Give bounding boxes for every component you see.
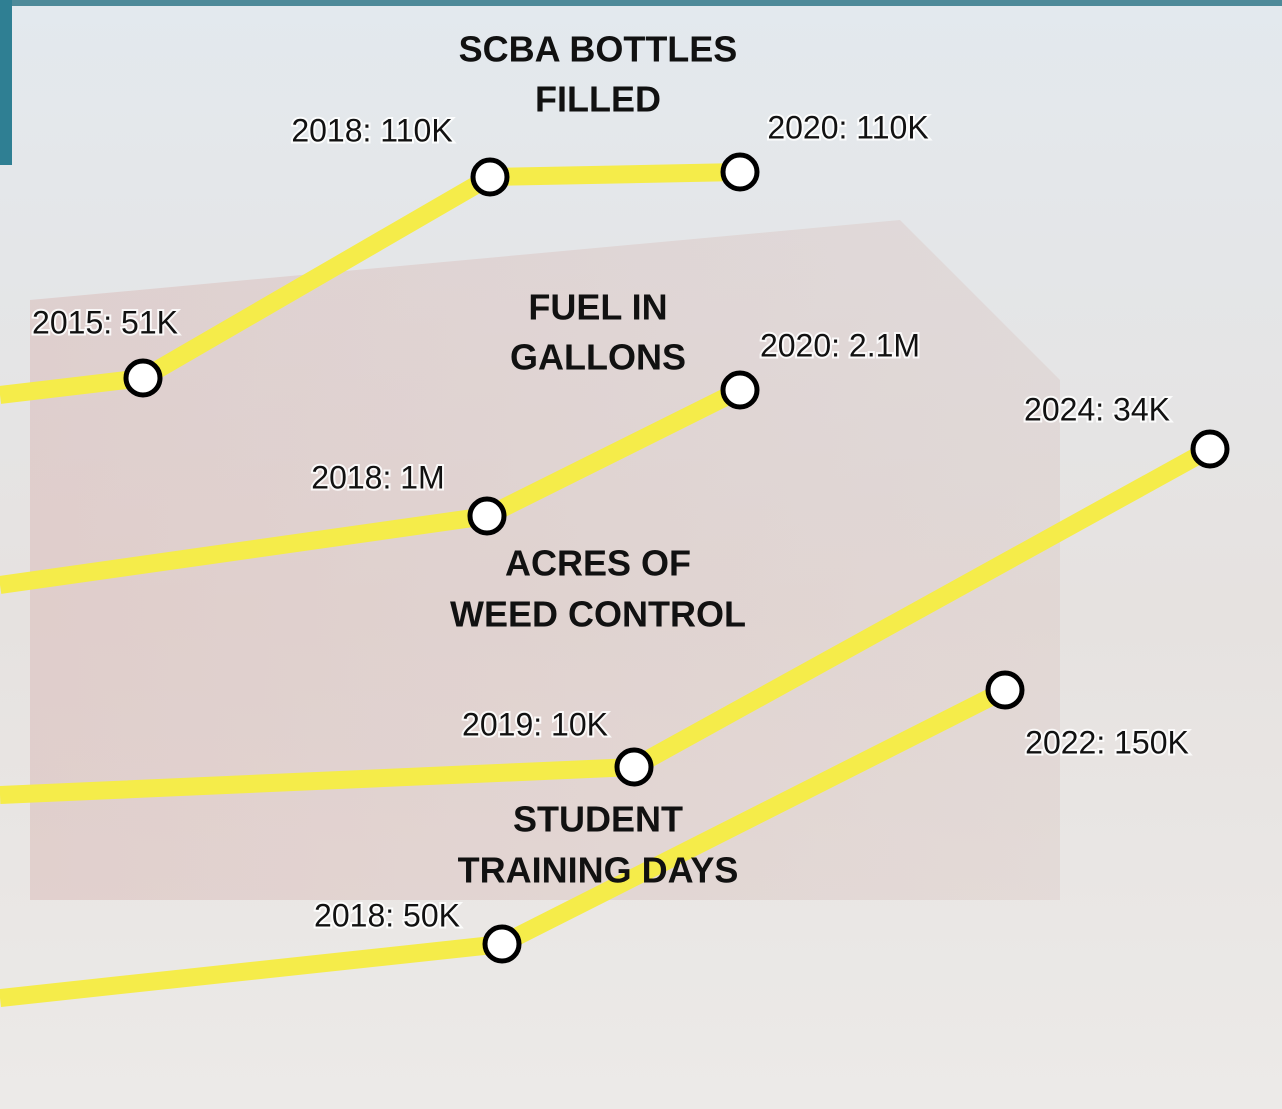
point-marker	[985, 670, 1025, 710]
point-label: 2019: 10K	[462, 706, 608, 742]
top-bar	[0, 0, 1282, 6]
point-marker	[614, 747, 654, 787]
point-label: 2018: 110K	[291, 112, 452, 148]
point-label: 2018: 1M	[311, 459, 444, 495]
content: SCBA BOTTLES FILLED 2015: 51K 2018: 110K 202…	[0, 29, 1230, 1007]
point-marker	[482, 924, 522, 964]
point-marker	[123, 358, 163, 398]
point-marker	[1190, 429, 1230, 469]
point-label: 2022: 150K	[1025, 724, 1189, 760]
background-image	[30, 220, 1060, 900]
point-marker	[720, 370, 760, 410]
point-label: 2020: 2.1M	[760, 327, 920, 363]
panel-title: GALLONS	[510, 337, 686, 378]
panel-title: TRAINING DAYS	[458, 850, 739, 891]
panel-title: WEED CONTROL	[450, 594, 746, 635]
point-marker	[720, 152, 760, 192]
panel-title: FUEL IN	[528, 287, 667, 328]
point-label: 2020: 110K	[767, 109, 928, 145]
panel-title: SCBA BOTTLES	[459, 29, 738, 70]
point-label: 2015: 51K	[32, 304, 178, 340]
point-label: 2024: 34K	[1024, 391, 1170, 427]
point-label: 2018: 50K	[314, 897, 460, 933]
side-tab	[0, 0, 12, 165]
panel-title: FILLED	[535, 79, 661, 120]
trail-line	[0, 163, 741, 404]
point-marker	[470, 157, 510, 197]
panel-title: ACRES OF	[505, 543, 691, 584]
panel-title: STUDENT	[513, 799, 683, 840]
point-marker	[467, 496, 507, 536]
